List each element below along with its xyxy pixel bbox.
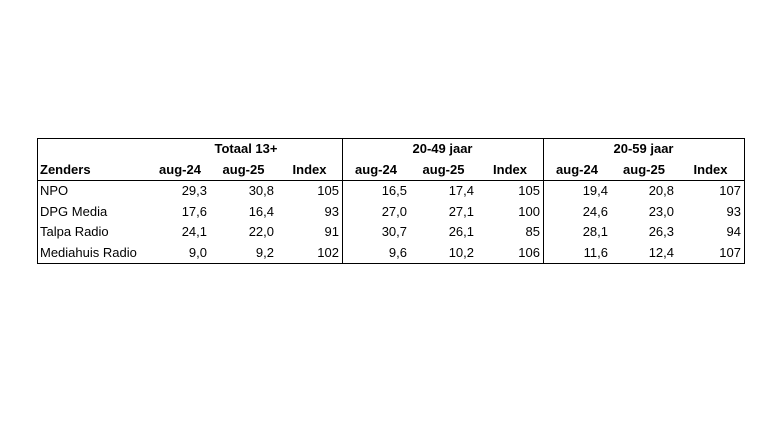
cell: 100 [518,203,540,219]
column-header: aug-25 [222,162,265,177]
cell: 93 [324,203,339,219]
cell: 30,7 [381,224,407,240]
cell: 23,0 [648,203,674,219]
group-header: 20-49 jaar [412,141,473,156]
cell: 12,4 [648,245,674,261]
cell: 16,5 [381,183,407,198]
cell: 26,1 [448,224,474,240]
column-header: aug-24 [159,162,201,177]
cell: 85 [525,224,540,240]
cell: 24,6 [582,203,608,219]
cell: 9,6 [388,245,407,261]
cell: 107 [719,245,741,261]
row-label: NPO [40,183,69,198]
row-label: DPG Media [40,203,108,219]
column-header: Index [493,162,527,177]
group-header: 20-59 jaar [613,141,674,156]
column-header: aug-25 [623,162,665,177]
cell: 24,1 [181,224,207,240]
cell: 9,2 [255,245,274,261]
cell: 106 [518,245,540,261]
border-bottom [37,263,745,264]
cell: 27,1 [448,203,474,219]
cell: 105 [518,183,540,198]
cell: 20,8 [648,183,674,198]
row-label: Mediahuis Radio [40,245,137,261]
group-divider [543,138,544,264]
cell: 22,0 [248,224,274,240]
cell: 28,1 [582,224,608,240]
cell: 105 [317,183,339,198]
cell: 91 [324,224,339,240]
border-top [37,138,745,139]
cell: 26,3 [648,224,674,240]
column-header: aug-25 [422,162,465,177]
cell: 107 [719,183,741,198]
cell: 94 [726,224,741,240]
cell: 93 [726,203,741,219]
column-header: Index [693,162,728,177]
cell: 9,0 [188,245,207,261]
cell: 17,4 [448,183,474,198]
group-header: Totaal 13+ [214,141,278,156]
cell: 27,0 [381,203,407,219]
group-divider [342,138,343,264]
cell: 29,3 [181,183,207,198]
cell: 11,6 [583,245,608,261]
column-header: aug-24 [355,162,397,177]
cell: 17,6 [181,203,207,219]
column-header: Zenders [40,162,91,177]
cell: 19,4 [582,183,608,198]
column-header: Index [292,162,327,177]
header-rule [37,180,745,181]
column-header: aug-24 [556,162,598,177]
cell: 16,4 [248,203,274,219]
cell: 102 [317,245,339,261]
border-left [37,138,38,264]
cell: 30,8 [248,183,274,198]
border-right [744,138,745,264]
cell: 10,2 [448,245,474,261]
row-label: Talpa Radio [40,224,109,240]
